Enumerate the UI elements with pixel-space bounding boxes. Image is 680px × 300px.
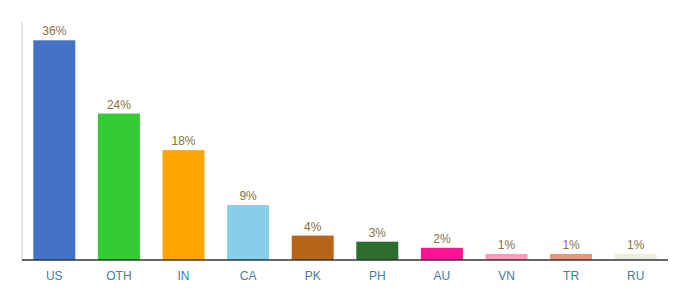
bar bbox=[486, 254, 528, 260]
data-label: 2% bbox=[433, 232, 451, 246]
bar bbox=[98, 114, 140, 260]
x-tick-label: CA bbox=[240, 269, 257, 283]
bar bbox=[550, 254, 592, 260]
x-tick-label: OTH bbox=[106, 269, 131, 283]
chart-container: 36% 24% 18% 9% 4% 3% 2% 1% 1% 1% US OTH IN CA PK PH AU VN… bbox=[0, 0, 680, 300]
data-label: 9% bbox=[239, 189, 257, 203]
chart: 36% 24% 18% 9% 4% 3% 2% 1% 1% 1% US OTH IN CA PK PH AU VN… bbox=[0, 0, 680, 300]
data-label: 1% bbox=[627, 238, 645, 252]
x-tick-label: US bbox=[46, 269, 63, 283]
bars bbox=[33, 40, 656, 260]
y-axis-line bbox=[22, 22, 23, 260]
data-label: 36% bbox=[42, 24, 66, 38]
data-label: 1% bbox=[498, 238, 516, 252]
bar bbox=[163, 150, 205, 260]
bar bbox=[615, 254, 657, 260]
data-label: 1% bbox=[562, 238, 580, 252]
x-tick-label: TR bbox=[563, 269, 579, 283]
bar bbox=[33, 40, 75, 260]
x-axis-line bbox=[22, 259, 668, 261]
bar bbox=[421, 248, 463, 260]
data-label: 4% bbox=[304, 220, 322, 234]
bar bbox=[227, 205, 269, 260]
data-label: 3% bbox=[369, 226, 387, 240]
data-label: 24% bbox=[107, 98, 131, 112]
bar bbox=[292, 236, 334, 260]
x-tick-label: IN bbox=[178, 269, 190, 283]
bar bbox=[356, 242, 398, 260]
x-tick-label: VN bbox=[498, 269, 515, 283]
x-tick-label: PH bbox=[369, 269, 386, 283]
x-tick-label: AU bbox=[434, 269, 451, 283]
x-tick-label: RU bbox=[627, 269, 644, 283]
data-label: 18% bbox=[171, 134, 195, 148]
x-tick-label: PK bbox=[305, 269, 321, 283]
